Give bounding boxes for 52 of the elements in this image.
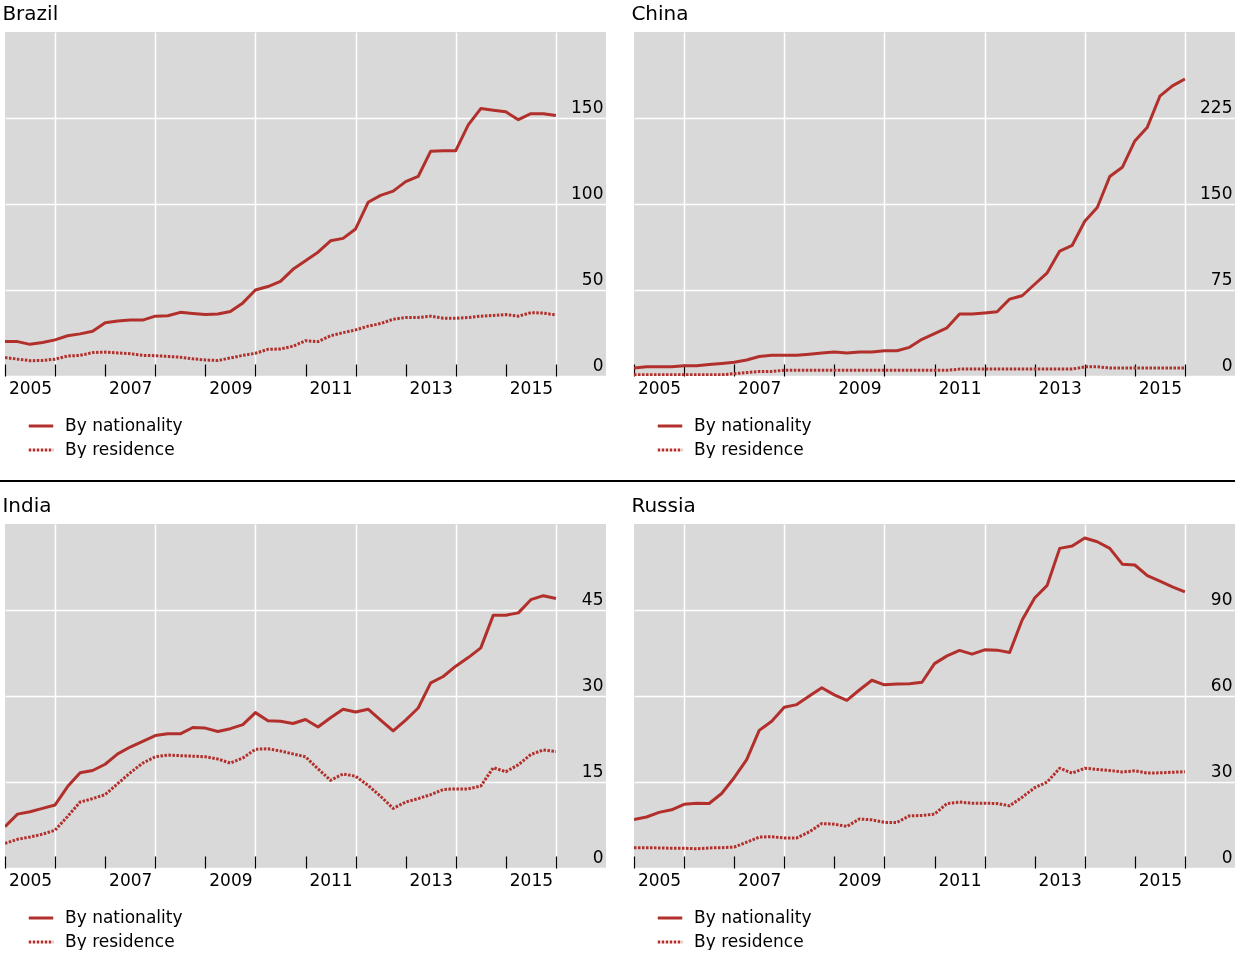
chart-title: Russia [631,493,696,517]
chart-title: India [2,493,52,517]
legend-label: By nationality [694,415,812,435]
y-tick-label: 100 [571,182,604,203]
x-tick-label: 2005 [637,377,682,398]
x-tick-label: 2009 [209,869,253,890]
x-tick-label: 2007 [738,377,782,398]
x-tick-label: 2013 [1038,869,1082,890]
chart-title: China [631,1,689,25]
x-tick-label: 2013 [409,869,453,890]
x-tick-label: 2005 [8,377,53,398]
y-tick-label: 0 [592,846,604,867]
x-tick-label: 2013 [1038,377,1082,398]
y-tick-label: 45 [581,588,604,609]
x-tick-label: 2007 [738,869,782,890]
x-tick-label: 2011 [938,377,982,398]
x-tick-label: 2015 [509,869,554,890]
x-tick-label: 2007 [109,377,153,398]
y-tick-label: 0 [1221,846,1233,867]
y-tick-label: 90 [1210,588,1233,609]
x-tick-label: 2015 [1138,869,1183,890]
x-tick-label: 2011 [938,869,982,890]
x-tick-label: 2011 [309,377,353,398]
legend-label: By nationality [694,907,812,927]
y-tick-label: 225 [1200,96,1233,117]
legend-label: By nationality [65,907,183,927]
x-tick-label: 2015 [1138,377,1183,398]
x-tick-label: 2009 [838,377,882,398]
y-tick-label: 30 [581,674,604,695]
x-tick-label: 2005 [637,869,682,890]
chart-title: Brazil [2,1,59,25]
legend-label: By residence [694,439,804,459]
y-tick-label: 150 [571,96,604,117]
x-tick-label: 2009 [838,869,882,890]
y-tick-label: 60 [1210,674,1233,695]
x-tick-label: 2007 [109,869,153,890]
x-tick-label: 2013 [409,377,453,398]
legend-label: By residence [694,931,804,951]
y-tick-label: 30 [1210,760,1233,781]
y-tick-label: 0 [1221,354,1233,375]
x-tick-label: 2009 [209,377,253,398]
x-tick-label: 2015 [509,377,554,398]
x-tick-label: 2005 [8,869,53,890]
legend-label: By residence [65,931,175,951]
y-tick-label: 50 [581,268,604,289]
legend-label: By residence [65,439,175,459]
x-tick-label: 2011 [309,869,353,890]
y-tick-label: 75 [1210,268,1233,289]
legend-label: By nationality [65,415,183,435]
y-tick-label: 0 [592,354,604,375]
y-tick-label: 150 [1200,182,1233,203]
y-tick-label: 15 [581,760,604,781]
